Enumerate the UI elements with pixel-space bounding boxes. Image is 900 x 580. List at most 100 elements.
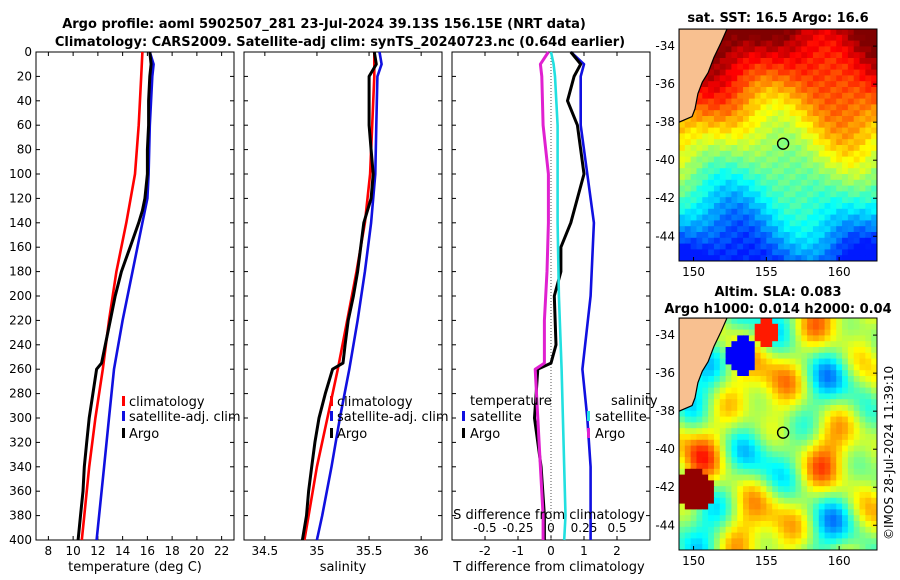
map-cell	[789, 399, 797, 406]
map-cell	[772, 486, 779, 493]
map-cell	[696, 451, 703, 458]
map-cell	[853, 422, 861, 429]
map-cell	[807, 191, 814, 198]
map-cell	[853, 69, 861, 76]
map-cell	[865, 335, 872, 342]
map-cell	[847, 509, 855, 516]
map-cell	[818, 69, 826, 76]
map-cell	[737, 341, 744, 348]
y-tick-label: 380	[9, 509, 32, 523]
title-line-1: Argo profile: aoml 5902507_281 23-Jul-20…	[62, 17, 586, 32]
map-cell	[853, 249, 861, 256]
map-cell	[684, 203, 692, 210]
map-cell	[725, 226, 733, 233]
map-cell	[812, 191, 820, 198]
map-cell	[871, 179, 877, 187]
map-cell	[731, 162, 738, 169]
map-cell	[824, 387, 832, 394]
map-cell	[783, 410, 791, 418]
map-cell	[865, 104, 872, 111]
map-cell	[690, 226, 698, 233]
map-cell	[754, 87, 762, 94]
map-cell	[679, 434, 686, 441]
map-cell	[836, 46, 843, 53]
map-cell	[760, 521, 767, 528]
map-cell	[725, 127, 733, 134]
map-cell	[766, 439, 773, 447]
map-cell	[807, 232, 814, 239]
map-cell	[684, 480, 692, 487]
map-cell	[807, 439, 814, 447]
map-cell	[853, 387, 861, 394]
map-cell	[708, 387, 715, 394]
map-cell	[719, 104, 727, 111]
map-cell	[789, 133, 797, 140]
map-cell	[702, 439, 709, 447]
map-cell	[789, 468, 797, 476]
map-cell	[713, 145, 721, 152]
map-cell	[778, 87, 785, 94]
map-cell	[795, 75, 802, 82]
series-line-argo	[300, 51, 378, 541]
map-cell	[696, 492, 703, 499]
map-cell	[795, 110, 802, 117]
map-cell	[801, 451, 808, 458]
map-cell	[743, 399, 750, 406]
map-cell	[859, 439, 866, 447]
map-cell	[812, 162, 820, 169]
map-cell	[807, 422, 814, 429]
map-cell	[748, 40, 756, 47]
map-cell	[754, 428, 762, 435]
map-cell	[807, 179, 814, 187]
map-cell	[853, 191, 861, 198]
map-cell	[842, 203, 849, 210]
map-cell	[836, 347, 843, 354]
map-cell	[865, 399, 872, 406]
map-cell	[772, 509, 779, 516]
map-cell	[801, 29, 808, 36]
map-cell	[812, 480, 820, 487]
map-cell	[789, 422, 797, 429]
map-cell	[702, 179, 709, 187]
map-cell	[847, 145, 855, 152]
map-cell	[731, 532, 738, 539]
map-cell	[818, 468, 826, 476]
map-cell	[748, 156, 756, 163]
map-cell	[807, 434, 814, 441]
map-cell	[713, 133, 721, 140]
map-cell	[690, 145, 698, 152]
map-cell	[696, 405, 703, 412]
map-cell	[772, 358, 779, 365]
map-cell	[719, 69, 727, 76]
map-cell	[737, 104, 744, 111]
map-cell	[842, 422, 849, 429]
map-cell	[754, 323, 762, 331]
map-cell	[696, 463, 703, 470]
map-cell	[708, 381, 715, 389]
map-cell	[847, 352, 855, 360]
map-cell	[713, 463, 721, 470]
map-cell	[789, 318, 797, 325]
map-cell	[783, 474, 791, 481]
map-cell	[702, 492, 709, 499]
map-cell	[801, 439, 808, 447]
map-cell	[847, 376, 855, 383]
map-cell	[847, 139, 855, 146]
map-cell	[812, 358, 820, 365]
map-cell	[847, 492, 855, 499]
map-cell	[719, 127, 727, 134]
map-cell	[830, 185, 837, 192]
map-cell	[812, 81, 820, 88]
map-cell	[783, 243, 791, 250]
map-cell	[824, 370, 832, 377]
map-cell	[719, 87, 727, 94]
map-cell	[748, 63, 756, 71]
map-cell	[778, 92, 785, 100]
map-cell	[679, 497, 686, 505]
map-cell	[824, 532, 832, 539]
map-cell	[812, 214, 820, 221]
map-cell	[754, 139, 762, 146]
map-cell	[702, 255, 709, 261]
map-cell	[830, 232, 837, 239]
map-cell	[871, 318, 877, 325]
